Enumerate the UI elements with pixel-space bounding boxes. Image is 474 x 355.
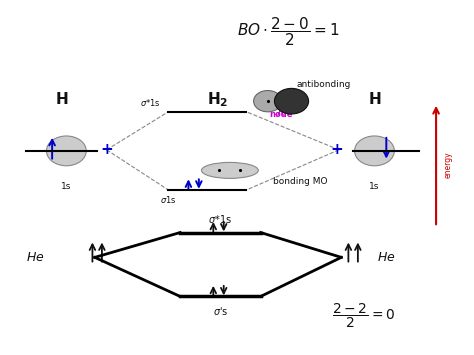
Text: $He$: $He$ <box>26 251 45 264</box>
Circle shape <box>355 136 394 166</box>
Text: $\mathbf{H}$: $\mathbf{H}$ <box>55 91 68 108</box>
Text: 1s: 1s <box>369 182 380 191</box>
Text: +: + <box>100 142 113 157</box>
Text: node: node <box>269 110 292 119</box>
Text: $\sigma$*1s: $\sigma$*1s <box>209 213 232 225</box>
Text: $\dfrac{2-2}{2}=0$: $\dfrac{2-2}{2}=0$ <box>332 302 395 330</box>
Text: energy: energy <box>443 152 452 178</box>
Text: antibonding: antibonding <box>296 80 351 89</box>
Text: $\mathbf{H_2}$: $\mathbf{H_2}$ <box>207 90 229 109</box>
Text: $BO\cdot\dfrac{2-0}{2}=1$: $BO\cdot\dfrac{2-0}{2}=1$ <box>237 16 339 48</box>
Text: $\mathbf{H}$: $\mathbf{H}$ <box>368 91 381 108</box>
Text: $\sigma$1s: $\sigma$1s <box>160 194 176 205</box>
Circle shape <box>274 88 309 114</box>
Text: $\sigma$*1s: $\sigma$*1s <box>140 97 161 108</box>
Ellipse shape <box>201 162 258 179</box>
Text: bonding MO: bonding MO <box>273 177 327 186</box>
Text: $\sigma$'s: $\sigma$'s <box>213 305 228 317</box>
Circle shape <box>46 136 86 166</box>
Text: $He$: $He$ <box>377 251 396 264</box>
Circle shape <box>254 91 282 112</box>
Text: 1s: 1s <box>61 182 72 191</box>
Text: +: + <box>330 142 343 157</box>
